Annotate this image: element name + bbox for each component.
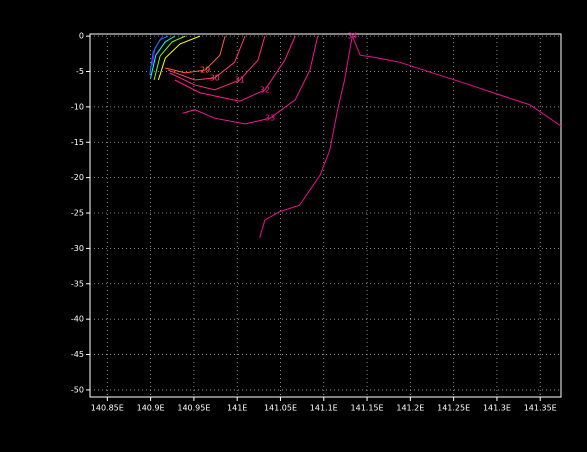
contour-line	[149, 35, 169, 76]
y-tick-label: -15	[71, 138, 84, 147]
contour-line	[169, 35, 266, 91]
y-tick-label: -50	[71, 385, 84, 394]
y-tick-label: -20	[71, 173, 84, 182]
x-tick-label: 141.25E	[437, 404, 470, 413]
contour-line	[182, 36, 319, 125]
y-tick-label: -45	[71, 350, 84, 359]
y-tick-label: -40	[71, 315, 84, 324]
x-tick-label: 140.9E	[137, 404, 165, 413]
x-tick-label: 141.3E	[483, 404, 511, 413]
x-tick-label: 141.2E	[396, 404, 424, 413]
x-tick-label: 141.05E	[264, 404, 297, 413]
contour-label: 31	[235, 75, 245, 84]
y-tick-label: -35	[71, 279, 84, 288]
contour-line	[165, 35, 226, 74]
y-tick-label: -5	[76, 67, 84, 76]
contour-line	[167, 35, 246, 81]
y-tick-label: -10	[71, 102, 84, 111]
x-tick-label: 141E	[227, 404, 247, 413]
contour-line	[174, 35, 296, 102]
y-tick-label: 0	[79, 32, 84, 41]
contour-label: 34	[347, 32, 357, 41]
contour-label: 33	[265, 114, 275, 123]
y-tick-label: -30	[71, 244, 84, 253]
contour-line	[150, 35, 176, 78]
contour-label: 32	[260, 85, 270, 94]
contour-line	[157, 35, 201, 81]
contour-line	[153, 35, 186, 81]
contour-line	[259, 34, 562, 238]
x-tick-label: 141.1E	[310, 404, 338, 413]
contour-label: 29	[200, 66, 210, 75]
x-tick-label: 141.15E	[351, 404, 384, 413]
x-tick-label: 140.95E	[177, 404, 210, 413]
x-tick-label: 141.35E	[524, 404, 557, 413]
contour-label: 30	[210, 73, 220, 82]
y-tick-label: -25	[71, 209, 84, 218]
plot-frame	[89, 33, 562, 398]
x-tick-label: 140.85E	[91, 404, 124, 413]
